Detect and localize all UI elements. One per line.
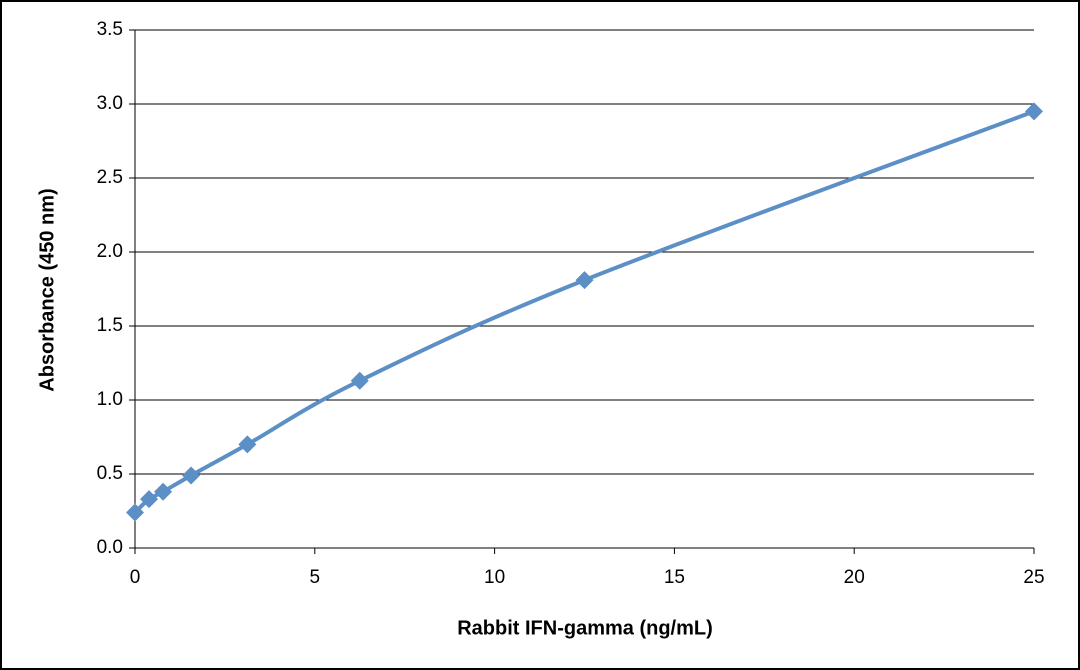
point-marker bbox=[126, 503, 144, 522]
point-marker bbox=[154, 482, 173, 501]
point-marker bbox=[575, 271, 594, 290]
point-marker bbox=[1025, 102, 1043, 121]
x-tick-label: 10 bbox=[484, 567, 505, 588]
point-marker bbox=[140, 490, 159, 509]
y-axis-title: Absorbance (450 nm) bbox=[36, 188, 58, 391]
y-tick-label: 1.5 bbox=[97, 315, 123, 336]
x-tick-label: 15 bbox=[664, 567, 685, 588]
x-tick-label: 5 bbox=[310, 567, 321, 588]
point-marker bbox=[238, 435, 257, 454]
y-tick-label: 2.0 bbox=[97, 241, 123, 262]
point-marker bbox=[182, 466, 201, 485]
y-tick-label: 0.0 bbox=[97, 537, 123, 558]
x-tick-label: 20 bbox=[844, 567, 865, 588]
y-tick-label: 3.0 bbox=[97, 93, 123, 114]
series-line bbox=[133, 109, 1035, 514]
y-tick-label: 3.5 bbox=[97, 19, 123, 40]
y-tick-label: 0.5 bbox=[97, 463, 123, 484]
x-tick-label: 25 bbox=[1023, 567, 1044, 588]
x-axis-title: Rabbit IFN-gamma (ng/mL) bbox=[457, 617, 713, 639]
y-tick-label: 2.5 bbox=[97, 167, 123, 188]
x-tick-label: 0 bbox=[130, 567, 141, 588]
point-marker bbox=[350, 371, 369, 390]
y-tick-label: 1.0 bbox=[97, 389, 123, 410]
